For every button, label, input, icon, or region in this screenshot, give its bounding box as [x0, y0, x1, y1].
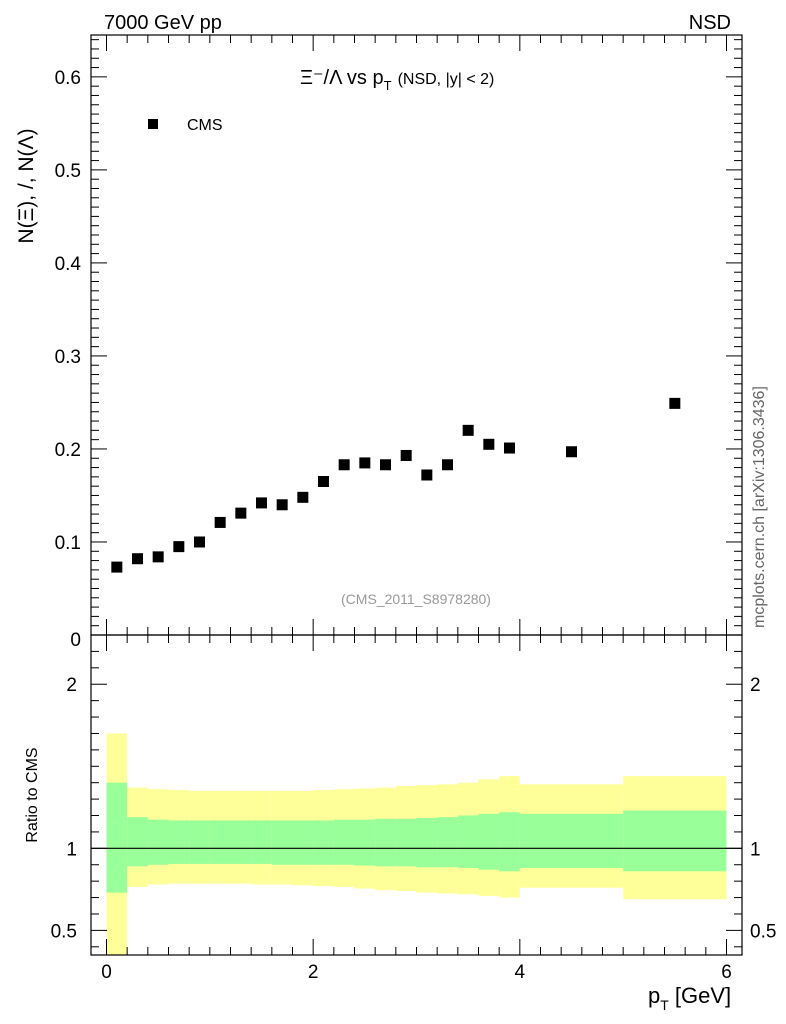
cms-data-point [338, 459, 350, 471]
ratio-stat-band-bin [292, 820, 314, 865]
ratio-stat-band-bin [499, 812, 520, 872]
ratio-y-tick-label: 2 [66, 675, 77, 696]
cms-data-point [256, 497, 267, 509]
main-y-axis: 0.1 0.2 0.3 0.4 0.5 0.6 [55, 39, 742, 627]
cms-data-point [132, 553, 143, 565]
cms-data-point [194, 536, 205, 548]
x-axis-label-subscript: T [660, 997, 669, 1013]
main-y-tick-label: 0.4 [55, 254, 82, 275]
main-y-zero-label: 0 [70, 630, 81, 651]
cms-data-point [483, 438, 495, 450]
ratio-stat-band-bin [313, 820, 334, 865]
ratio-stat-band-bin [395, 818, 417, 867]
cms-data-points [111, 397, 681, 573]
cms-data-point [669, 397, 681, 409]
main-y-tick-label: 0.5 [55, 161, 81, 182]
ratio-stat-band-bin [354, 819, 376, 866]
ratio-y-axis: 0.5 0.5 1 1 2 2 [51, 650, 776, 948]
cms-data-point [235, 507, 247, 519]
ratio-stat-band-bin [416, 817, 438, 868]
main-y-tick-label: 0.6 [55, 68, 81, 89]
ratio-stat-band-bin [437, 817, 458, 868]
x-axis-label-main: p [648, 983, 660, 1008]
ratio-stat-band-bin [478, 813, 500, 870]
ratio-stat-band-bin [209, 820, 231, 864]
main-y-tick-label: 0.3 [55, 347, 81, 368]
cms-data-point [442, 459, 453, 471]
ratio-stat-band-bin [375, 818, 396, 867]
ratio-x-axis: 0 2 4 6 [101, 635, 732, 983]
ratio-stat-band-bin [168, 820, 190, 864]
ratio-stat-band-bin [189, 820, 210, 864]
x-axis-label-unit: [GeV] [669, 983, 731, 1008]
cms-data-point [462, 424, 474, 436]
ratio-stat-band-bin [251, 820, 272, 864]
cms-data-point [214, 516, 226, 528]
cms-data-point [400, 449, 412, 461]
cms-data-point [152, 551, 164, 563]
analysis-watermark: (CMS_2011_S8978280) [341, 591, 491, 607]
cms-data-point [318, 476, 329, 488]
cms-data-point [566, 446, 577, 458]
cms-data-point [276, 499, 288, 511]
x-tick-label: 4 [515, 962, 526, 983]
beam-label: 7000 GeV pp [104, 12, 222, 34]
ratio-bands [106, 733, 727, 955]
legend-marker-cms [148, 119, 158, 129]
ratio-stat-band-bin [127, 817, 148, 867]
cms-data-point [421, 469, 433, 481]
x-tick-label: 0 [101, 962, 112, 983]
ratio-stat-band-bin [333, 819, 355, 865]
cms-data-point [504, 442, 515, 454]
cms-data-point [173, 541, 185, 553]
ratio-stat-band-bin [623, 810, 727, 872]
legend-label-cms: CMS [187, 117, 223, 134]
ratio-y-tick-label-right: 0.5 [750, 921, 776, 942]
process-label: NSD [689, 12, 731, 34]
cms-data-point [111, 561, 123, 573]
ratio-stat-band-bin [457, 815, 479, 869]
ratio-panel: 0.5 0.5 1 1 2 2 0 2 4 6 Ratio to CMS pT [GeV] [24, 634, 776, 1013]
chart-title-extra: (NSD, |y| < 2) [398, 71, 495, 88]
ratio-y-axis-label: Ratio to CMS [24, 747, 41, 842]
ratio-y-tick-label: 0.5 [51, 921, 77, 942]
main-y-axis-label: N(Ξ), /, N(Λ) [15, 128, 38, 243]
x-axis-label: pT [GeV] [648, 983, 731, 1013]
main-panel: 0.1 0.2 0.3 0.4 0.5 0.6 N(Ξ), /, N(Λ) 0 Ξ⁻/Λ … [15, 34, 743, 651]
main-x-axis-ticks [106, 35, 727, 635]
cms-data-point [359, 457, 371, 469]
main-y-tick-label: 0.1 [55, 533, 81, 554]
ratio-stat-band-bin [147, 819, 169, 865]
x-tick-label: 2 [308, 962, 319, 983]
x-tick-label: 6 [721, 962, 732, 983]
mcplots-side-label: mcplots.cern.ch [arXiv:1306.3436] [751, 386, 768, 628]
ratio-stat-band-bin [519, 813, 624, 869]
chart-title: Ξ⁻/Λ vs pT (NSD, |y| < 2) [300, 67, 494, 93]
chart-title-main: Ξ⁻/Λ vs p [300, 67, 384, 89]
ratio-stat-band-bin [106, 782, 128, 893]
chart-title-subscript: T [384, 78, 392, 93]
cms-data-point [297, 491, 309, 503]
ratio-y-tick-label: 1 [66, 839, 77, 860]
main-y-tick-label: 0.2 [55, 440, 81, 461]
ratio-y-tick-label-right: 2 [750, 675, 761, 696]
ratio-stat-band-bin [230, 820, 252, 864]
ratio-stat-band-bin [271, 820, 293, 865]
cms-data-point [380, 459, 391, 471]
ratio-y-tick-label-right: 1 [750, 839, 761, 860]
